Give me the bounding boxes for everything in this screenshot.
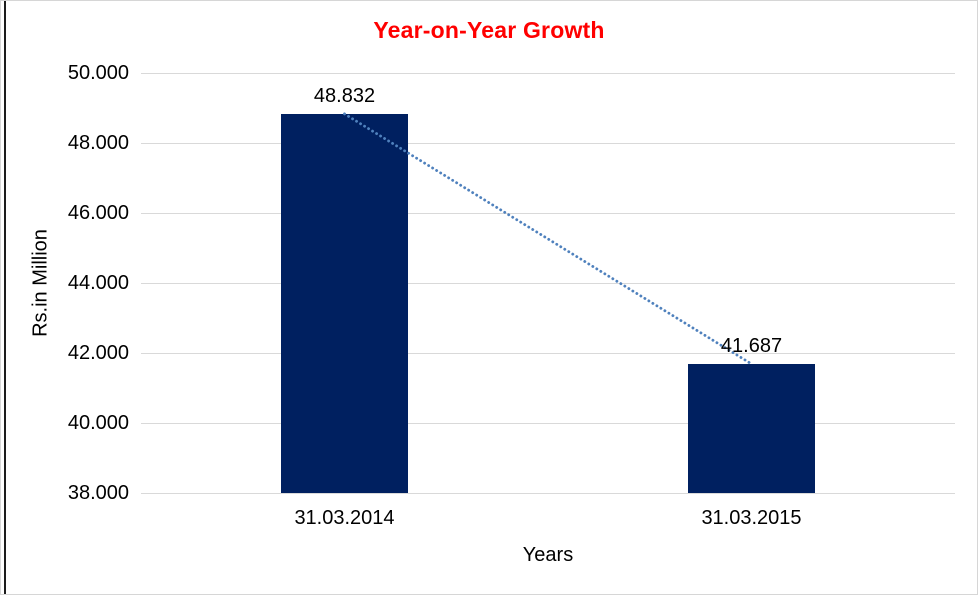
y-tick-label: 42.000 <box>67 342 129 364</box>
bar-value-label: 48.832 <box>313 84 376 107</box>
bar-31.03.2015[interactable] <box>688 363 815 493</box>
x-tick-label: 31.03.2014 <box>294 507 395 529</box>
gridline <box>141 143 955 144</box>
x-axis-title: Years <box>522 544 574 566</box>
window-left-border <box>4 1 6 594</box>
trendline <box>343 112 753 366</box>
gridline <box>141 493 955 494</box>
y-tick-label: 46.000 <box>67 202 129 224</box>
gridline <box>141 283 955 284</box>
bar-31.03.2014[interactable] <box>281 113 408 493</box>
gridline <box>141 73 955 74</box>
gridline <box>141 423 955 424</box>
bar-value-label: 41.687 <box>720 334 783 357</box>
x-tick-label: 31.03.2015 <box>701 507 802 529</box>
gridline <box>141 213 955 214</box>
y-tick-label: 48.000 <box>67 132 129 154</box>
gridline <box>141 353 955 354</box>
y-tick-label: 44.000 <box>67 272 129 294</box>
y-tick-label: 40.000 <box>67 412 129 434</box>
chart-title: Year-on-Year Growth <box>373 17 605 43</box>
y-tick-label: 38.000 <box>67 482 129 504</box>
plot-area <box>141 73 955 494</box>
y-tick-label: 50.000 <box>67 62 129 84</box>
